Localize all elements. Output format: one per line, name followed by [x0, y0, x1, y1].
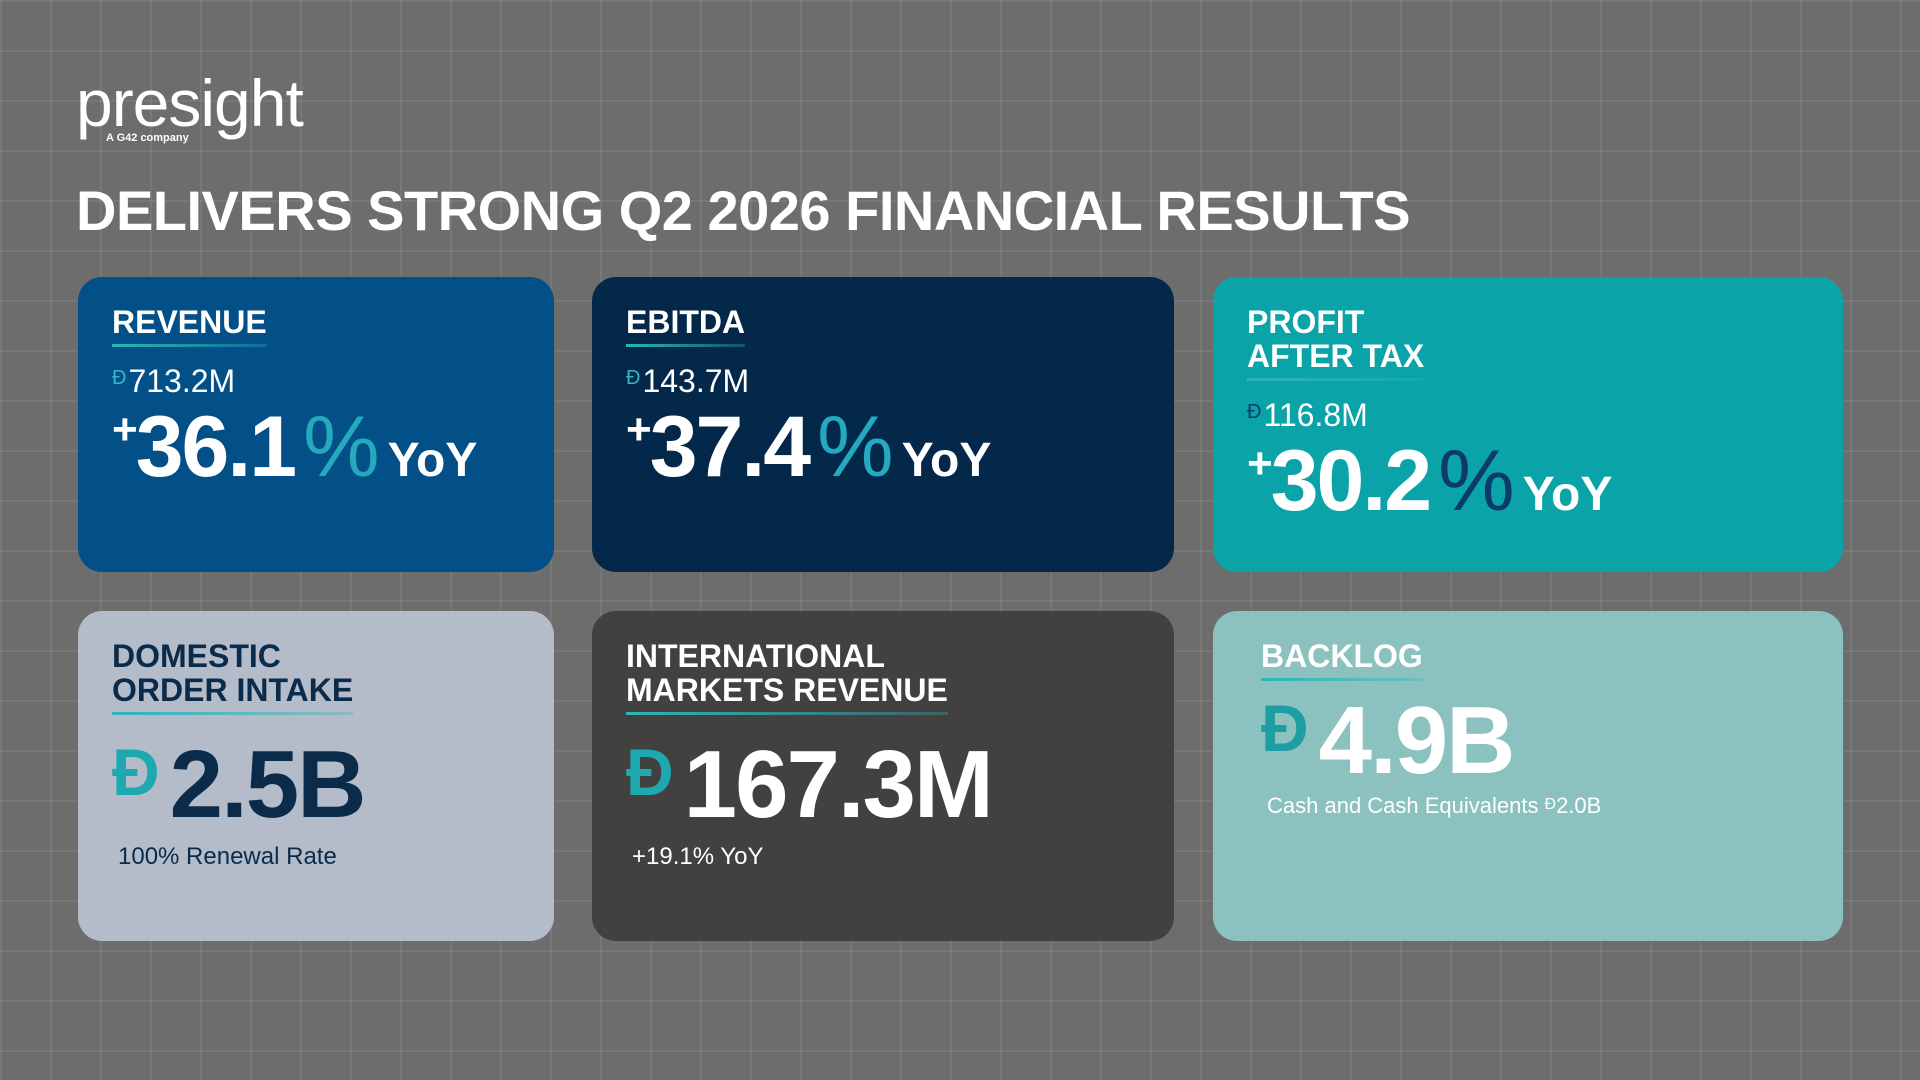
- growth: +37.4% YoY: [626, 404, 1140, 490]
- card-label-line: ORDER INTAKE: [112, 672, 354, 708]
- note-value: 2.0B: [1556, 793, 1602, 818]
- note-text: 100% Renewal Rate: [118, 843, 337, 870]
- card-label: EBITDA: [626, 304, 746, 347]
- card-label: BACKLOG: [1261, 639, 1423, 681]
- growth-sign: +: [626, 405, 652, 454]
- amount-value: 116.8M: [1263, 397, 1368, 433]
- metric-card: REVENUE Đ713.2M +36.1% YoY: [78, 277, 554, 572]
- card-label: REVENUE: [112, 305, 267, 347]
- metric-value: Đ 2.5B: [112, 737, 520, 833]
- currency-symbol: Đ: [1261, 691, 1309, 765]
- metric-note: 100% Renewal Rate: [118, 843, 520, 871]
- logo-name: presight: [76, 66, 304, 140]
- logo-tagline: A G42 company: [106, 132, 189, 144]
- growth-sign: +: [1247, 439, 1273, 488]
- growth: +36.1% YoY: [112, 404, 520, 490]
- card-label-line: EBITDA: [626, 304, 746, 340]
- metric-card: BACKLOG Đ 4.9B Cash and Cash Equivalents Đ2.…: [1213, 611, 1843, 941]
- growth: +30.2% YoY: [1247, 438, 1809, 524]
- currency-symbol: Đ: [112, 735, 160, 809]
- value: 4.9B: [1318, 687, 1516, 794]
- card-label-line: AFTER TAX: [1247, 338, 1425, 374]
- value: 167.3M: [683, 731, 994, 838]
- amount: Đ116.8M: [1247, 397, 1809, 434]
- metric-note: +19.1% YoY: [632, 843, 1140, 871]
- note-text: Cash and Cash Equivalents: [1267, 793, 1539, 818]
- logo: presight A G42 company: [76, 66, 304, 144]
- amount-value: 713.2M: [128, 363, 236, 399]
- value: 2.5B: [169, 731, 367, 838]
- growth-unit: %: [817, 399, 893, 495]
- growth-value: 37.4: [649, 399, 811, 495]
- note-currency: Đ: [1544, 796, 1557, 813]
- growth-period: YoY: [1522, 468, 1613, 521]
- metric-card: INTERNATIONAL MARKETS REVENUE Đ 167.3M +19.1…: [592, 611, 1174, 941]
- card-label-line: REVENUE: [112, 304, 267, 340]
- metric-card: EBITDA Đ143.7M +37.4% YoY: [592, 277, 1174, 572]
- growth-value: 30.2: [1270, 433, 1432, 529]
- growth-unit: %: [1438, 433, 1514, 529]
- amount: Đ713.2M: [112, 363, 520, 400]
- amount: Đ143.7M: [626, 363, 1140, 400]
- amount-value: 143.7M: [642, 363, 750, 399]
- growth-period: YoY: [901, 434, 992, 487]
- metric-value: Đ 167.3M: [626, 737, 1140, 833]
- currency-symbol: Đ: [1247, 401, 1262, 423]
- metric-value: Đ 4.9B: [1261, 693, 1809, 789]
- metric-card: PROFIT AFTER TAX Đ116.8M +30.2% YoY: [1213, 277, 1843, 572]
- growth-value: 36.1: [135, 399, 297, 495]
- card-label-line: BACKLOG: [1261, 638, 1423, 674]
- currency-symbol: Đ: [626, 367, 641, 389]
- card-label-line: DOMESTIC: [112, 638, 281, 674]
- card-label: INTERNATIONAL MARKETS REVENUE: [626, 639, 948, 715]
- card-label-line: INTERNATIONAL: [626, 638, 885, 674]
- card-label: PROFIT AFTER TAX: [1247, 304, 1425, 381]
- card-label: DOMESTIC ORDER INTAKE: [112, 638, 354, 715]
- page-title: DELIVERS STRONG Q2 2026 FINANCIAL RESULT…: [76, 179, 1411, 242]
- metric-note: Cash and Cash Equivalents Đ2.0B: [1267, 793, 1809, 819]
- note-text: +19.1% YoY: [632, 843, 764, 870]
- growth-period: YoY: [387, 434, 478, 487]
- card-label-line: MARKETS REVENUE: [626, 672, 948, 708]
- currency-symbol: Đ: [626, 735, 674, 809]
- growth-sign: +: [112, 405, 138, 454]
- card-label-line: PROFIT: [1247, 304, 1365, 340]
- metric-card: DOMESTIC ORDER INTAKE Đ 2.5B 100% Renewal Ra…: [78, 611, 554, 941]
- growth-unit: %: [303, 399, 379, 495]
- currency-symbol: Đ: [112, 367, 127, 389]
